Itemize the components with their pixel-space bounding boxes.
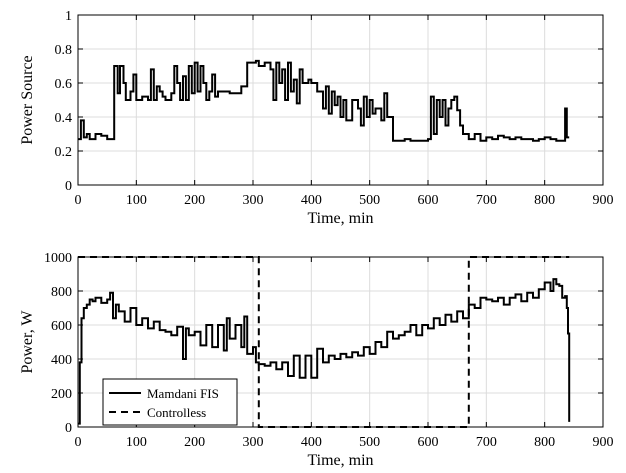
x-tick-label: 700	[476, 435, 497, 450]
y-tick-label: 0.2	[55, 145, 73, 160]
x-tick-label: 400	[301, 435, 322, 450]
chart-2: 0 100 200 300 400 500 600 700 800 900 0 200 400 600 80…	[19, 251, 614, 469]
plot-frame	[77, 14, 604, 186]
x-axis-label: Time, min	[307, 210, 373, 227]
y-tick-label: 0.6	[55, 77, 73, 92]
series-line-controlless	[78, 256, 570, 428]
series-line-1	[78, 59, 570, 142]
x-tick-label: 300	[243, 435, 264, 450]
x-tick-label: 800	[534, 193, 555, 208]
x-tick-label: 500	[359, 193, 380, 208]
legend: Mamdani FIS Controlless	[102, 378, 238, 426]
x-tick-label: 200	[184, 435, 205, 450]
y-tick-label: 0	[65, 421, 72, 436]
y-tick-label: 1000	[44, 251, 72, 266]
y-tick-label: 0.8	[55, 43, 73, 58]
chart-1: 0 100 200 300 400 500 600 700 800 900 0 0.2 0.4 0.6 0.…	[19, 9, 614, 227]
y-tick-label: 0.4	[55, 111, 73, 126]
x-tick-label: 0	[75, 435, 82, 450]
y-tick-label: 200	[51, 387, 72, 402]
series-line-mamdani-fis	[78, 278, 571, 425]
x-tick-label: 900	[593, 193, 614, 208]
legend-box	[102, 378, 238, 426]
plot-frame	[77, 256, 604, 428]
legend-label: Controlless	[147, 405, 206, 420]
x-tick-label: 300	[243, 193, 264, 208]
x-tick-label: 100	[126, 193, 147, 208]
y-axis-label: Power Source	[19, 55, 36, 144]
x-tick-label: 800	[534, 435, 555, 450]
x-tick-label: 700	[476, 193, 497, 208]
x-tick-label: 400	[301, 193, 322, 208]
y-axis-label: Power, W	[19, 310, 36, 374]
x-tick-label: 0	[75, 193, 82, 208]
x-tick-label: 200	[184, 193, 205, 208]
y-tick-label: 400	[51, 353, 72, 368]
x-tick-label: 900	[593, 435, 614, 450]
y-tick-label: 0	[65, 179, 72, 194]
x-tick-label: 100	[126, 435, 147, 450]
y-tick-label: 600	[51, 319, 72, 334]
y-tick-label: 800	[51, 285, 72, 300]
y-tick-label: 1	[65, 9, 72, 24]
x-tick-label: 500	[359, 435, 380, 450]
x-tick-label: 600	[418, 435, 439, 450]
x-tick-label: 600	[418, 193, 439, 208]
x-axis-label: Time, min	[307, 452, 373, 469]
legend-label: Mamdani FIS	[147, 386, 219, 401]
